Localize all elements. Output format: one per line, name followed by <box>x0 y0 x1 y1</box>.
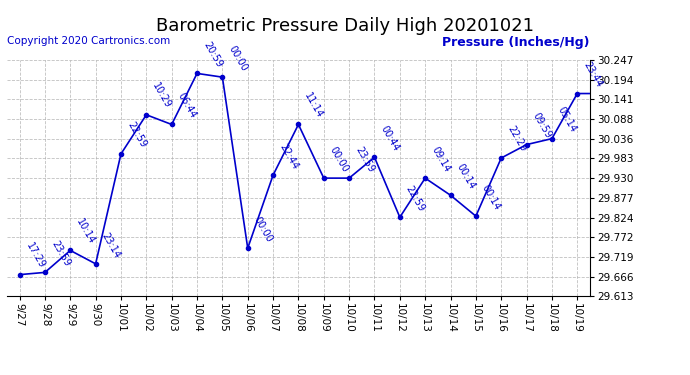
Text: 09:59: 09:59 <box>531 111 553 140</box>
Text: 22:44: 22:44 <box>277 142 300 171</box>
Text: 17:29: 17:29 <box>23 241 46 270</box>
Text: 10:14: 10:14 <box>75 217 97 246</box>
Text: 00:00: 00:00 <box>328 145 351 174</box>
Text: Copyright 2020 Cartronics.com: Copyright 2020 Cartronics.com <box>7 36 170 46</box>
Text: Barometric Pressure Daily High 20201021: Barometric Pressure Daily High 20201021 <box>156 17 534 35</box>
Text: 10:29: 10:29 <box>150 81 173 111</box>
Text: 05:14: 05:14 <box>556 105 579 135</box>
Text: 23:44: 23:44 <box>582 60 604 89</box>
Text: 23:14: 23:14 <box>100 231 122 260</box>
Text: 20:59: 20:59 <box>201 40 224 69</box>
Text: 23:59: 23:59 <box>353 145 376 174</box>
Text: 00:44: 00:44 <box>379 124 401 153</box>
Text: 00:00: 00:00 <box>226 44 249 73</box>
Text: 09:59: 09:59 <box>0 374 1 375</box>
Text: 00:00: 00:00 <box>252 215 275 244</box>
Text: 22:59: 22:59 <box>404 184 426 213</box>
Text: 23:59: 23:59 <box>49 239 72 268</box>
Text: 22:29: 22:29 <box>505 124 528 154</box>
Text: 22:59: 22:59 <box>125 120 148 150</box>
Text: 00:14: 00:14 <box>480 183 502 212</box>
Text: 00:14: 00:14 <box>455 162 477 191</box>
Text: 09:14: 09:14 <box>429 145 452 174</box>
Text: 09:59: 09:59 <box>0 374 1 375</box>
Text: 11:14: 11:14 <box>303 91 325 120</box>
Text: 06:44: 06:44 <box>176 91 199 120</box>
Text: Pressure (Inches/Hg): Pressure (Inches/Hg) <box>442 36 590 49</box>
